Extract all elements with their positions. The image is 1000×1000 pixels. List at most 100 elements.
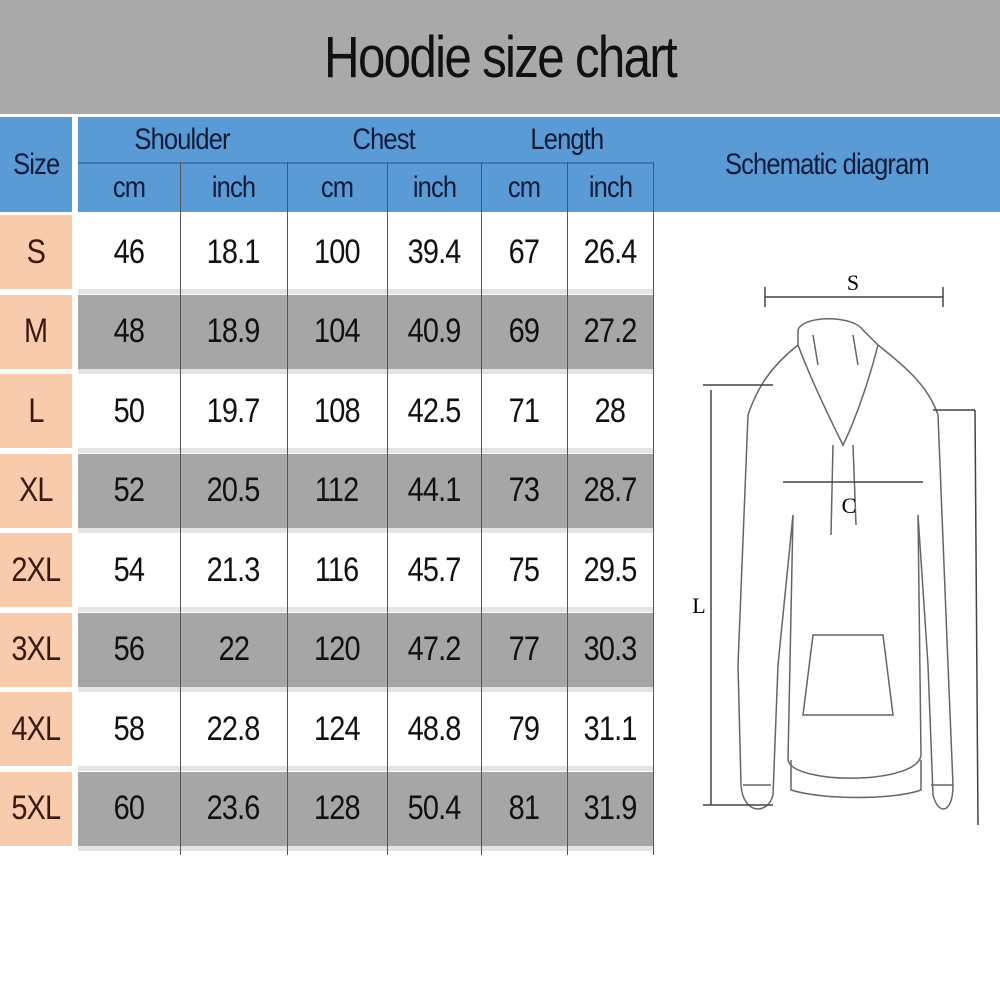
table-cell: 77 bbox=[481, 612, 567, 687]
shoulder-label: S bbox=[847, 270, 859, 295]
cell-value: 26.4 bbox=[583, 232, 638, 271]
column-divider bbox=[287, 162, 288, 855]
size-cell: M bbox=[0, 294, 72, 369]
title-band: Hoodie size chart bbox=[0, 0, 1000, 114]
header-unit-label: cm bbox=[320, 171, 354, 204]
header-unit-label: cm bbox=[112, 171, 146, 204]
cell-value: 31.9 bbox=[583, 789, 638, 827]
row-divider bbox=[78, 368, 653, 374]
column-divider bbox=[653, 162, 654, 855]
size-label: 4XL bbox=[11, 709, 62, 748]
cell-value: 58 bbox=[113, 709, 145, 748]
cell-value: 20.5 bbox=[207, 471, 261, 509]
size-cell: S bbox=[0, 215, 72, 289]
table-cell: 79 bbox=[481, 692, 567, 766]
column-divider bbox=[180, 162, 181, 855]
table-cell: 50 bbox=[78, 374, 180, 448]
table-cell: 26.4 bbox=[567, 215, 653, 289]
column-divider bbox=[387, 162, 388, 855]
table-cell: 81 bbox=[481, 771, 567, 846]
cell-value: 116 bbox=[315, 550, 359, 589]
header-unit: cm bbox=[287, 162, 387, 212]
table-cell: 50.4 bbox=[387, 771, 481, 846]
cell-value: 52 bbox=[113, 471, 145, 509]
row-divider bbox=[78, 289, 653, 294]
table-cell: 60 bbox=[78, 771, 180, 846]
table-cell: 47.2 bbox=[387, 612, 481, 687]
cell-value: 128 bbox=[314, 789, 361, 827]
header-unit: inch bbox=[180, 162, 287, 212]
table-cell: 67 bbox=[481, 215, 567, 289]
chest-label: C bbox=[842, 493, 857, 518]
table-cell: 44.1 bbox=[387, 453, 481, 528]
cell-value: 56 bbox=[113, 630, 145, 668]
header-diagram: Schematic diagram bbox=[653, 117, 1000, 212]
table-cell: 71 bbox=[481, 374, 567, 448]
header-unit: inch bbox=[387, 162, 481, 212]
table-cell: 75 bbox=[481, 533, 567, 607]
header-length: Length bbox=[481, 117, 653, 162]
cell-value: 30.3 bbox=[583, 630, 638, 668]
cell-value: 69 bbox=[508, 312, 540, 350]
table-cell: 20.5 bbox=[180, 453, 287, 528]
table-cell: 116 bbox=[287, 533, 387, 607]
cell-value: 48.8 bbox=[407, 709, 462, 748]
header-unit-label: inch bbox=[212, 171, 256, 204]
cell-value: 60 bbox=[113, 789, 145, 827]
header-length-label: Length bbox=[530, 122, 605, 156]
table-cell: 31.9 bbox=[567, 771, 653, 846]
table-cell: 23.6 bbox=[180, 771, 287, 846]
size-cell: L bbox=[0, 374, 72, 448]
cell-value: 79 bbox=[508, 709, 540, 748]
size-label: S bbox=[26, 232, 46, 271]
header-size: Size bbox=[0, 117, 72, 212]
row-divider bbox=[78, 527, 653, 533]
cell-value: 40.9 bbox=[407, 312, 462, 350]
cell-value: 18.1 bbox=[207, 232, 261, 271]
cell-value: 45.7 bbox=[407, 550, 462, 589]
hoodie-outline-icon bbox=[737, 318, 954, 810]
cell-value: 44.1 bbox=[407, 471, 462, 509]
table-cell: 39.4 bbox=[387, 215, 481, 289]
table-cell: 58 bbox=[78, 692, 180, 766]
cell-value: 42.5 bbox=[407, 391, 462, 430]
size-label: L bbox=[28, 391, 44, 430]
header-shoulder-label: Shoulder bbox=[134, 122, 231, 156]
size-label: XL bbox=[19, 471, 53, 509]
table-cell: 18.1 bbox=[180, 215, 287, 289]
cell-value: 48 bbox=[113, 312, 145, 350]
header-unit: cm bbox=[78, 162, 180, 212]
table-cell: 52 bbox=[78, 453, 180, 528]
cell-value: 100 bbox=[314, 232, 361, 271]
cell-value: 67 bbox=[508, 232, 540, 271]
table-cell: 54 bbox=[78, 533, 180, 607]
size-label: 3XL bbox=[11, 630, 62, 668]
header-diagram-label: Schematic diagram bbox=[724, 147, 930, 181]
size-label: 5XL bbox=[11, 789, 62, 827]
table-cell: 22.8 bbox=[180, 692, 287, 766]
header-size-label: Size bbox=[12, 147, 60, 181]
table-cell: 124 bbox=[287, 692, 387, 766]
size-cell: 5XL bbox=[0, 771, 72, 846]
table-cell: 28 bbox=[567, 374, 653, 448]
size-cell: XL bbox=[0, 453, 72, 528]
table-cell: 29.5 bbox=[567, 533, 653, 607]
cell-value: 124 bbox=[314, 709, 361, 748]
cell-value: 104 bbox=[314, 312, 361, 350]
cell-value: 22.8 bbox=[207, 709, 261, 748]
row-divider bbox=[78, 686, 653, 692]
table-cell: 42.5 bbox=[387, 374, 481, 448]
cell-value: 18.9 bbox=[207, 312, 261, 350]
header-chest-label: Chest bbox=[352, 122, 416, 156]
page-title: Hoodie size chart bbox=[323, 24, 678, 90]
table-cell: 21.3 bbox=[180, 533, 287, 607]
column-divider bbox=[481, 162, 482, 855]
cell-value: 75 bbox=[508, 550, 540, 589]
cell-value: 120 bbox=[314, 630, 361, 668]
table-cell: 73 bbox=[481, 453, 567, 528]
header-unit: inch bbox=[567, 162, 653, 212]
cell-value: 19.7 bbox=[207, 391, 261, 430]
cell-value: 28.7 bbox=[583, 471, 638, 509]
table-cell: 100 bbox=[287, 215, 387, 289]
row-divider bbox=[78, 607, 653, 612]
